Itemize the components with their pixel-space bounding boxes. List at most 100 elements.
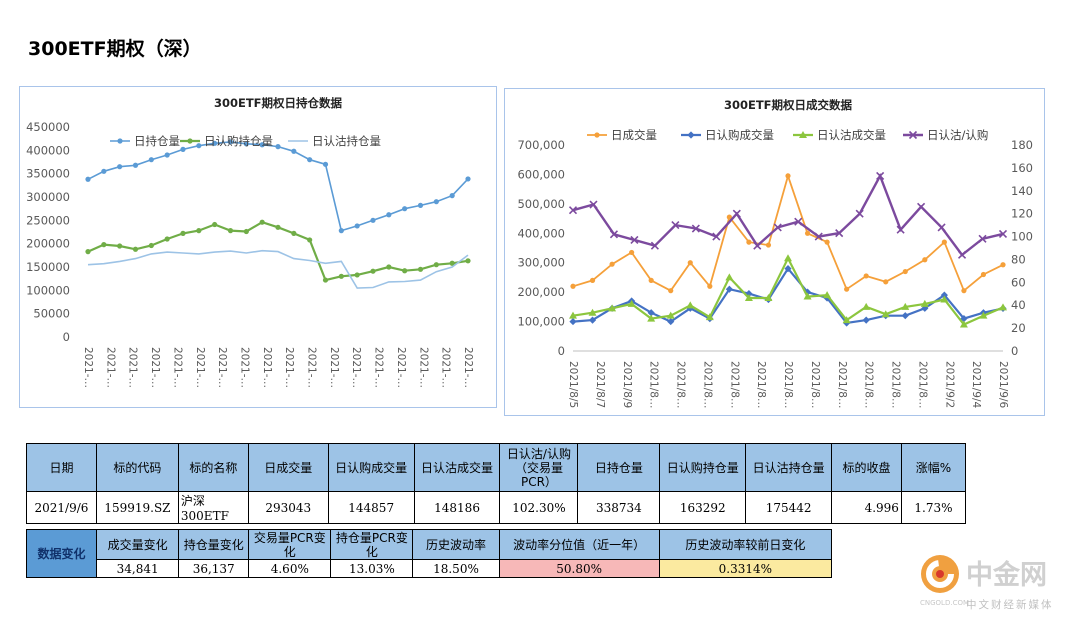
data-point bbox=[608, 304, 617, 312]
data-point bbox=[753, 241, 762, 250]
data-point bbox=[433, 199, 439, 205]
x-tick-label: 2021-… bbox=[395, 347, 407, 388]
y-tick-label: 200000 bbox=[26, 237, 70, 251]
x-tick-label: 2021/8/9 bbox=[621, 361, 633, 408]
data-change-label: 数据变化 bbox=[25, 529, 98, 578]
data-point bbox=[686, 301, 695, 309]
data-point bbox=[180, 146, 186, 152]
data-point bbox=[196, 228, 202, 234]
data-point bbox=[609, 230, 619, 239]
change-data-table: 数据变化 成交量变化 持仓量变化 交易量PCR变化 持仓量PCR变化 历史波动率 波动率分… bbox=[25, 529, 833, 578]
y2-tick-label: 20 bbox=[1011, 321, 1026, 335]
data-point bbox=[227, 139, 234, 145]
data-point bbox=[883, 279, 889, 285]
column-header: 日认购成交量 bbox=[327, 443, 415, 492]
data-point bbox=[275, 144, 281, 150]
data-point bbox=[589, 277, 596, 283]
data-point bbox=[726, 214, 732, 220]
y-tick-label: 600,000 bbox=[517, 167, 565, 181]
x-tick-label: 2021-… bbox=[261, 347, 273, 388]
data-point bbox=[896, 225, 905, 234]
data-point bbox=[132, 246, 139, 252]
data-point bbox=[386, 212, 392, 218]
data-point bbox=[842, 316, 851, 324]
y-tick-label: 200,000 bbox=[517, 285, 565, 299]
data-point bbox=[862, 316, 870, 324]
table-cell: 293043 bbox=[247, 491, 329, 524]
x-tick-label: 2021/8… bbox=[836, 361, 848, 408]
column-header: 标的代码 bbox=[95, 443, 179, 492]
data-point bbox=[785, 173, 791, 179]
data-point bbox=[589, 200, 598, 209]
data-point bbox=[627, 299, 636, 307]
table-cell: 102.30% bbox=[499, 491, 579, 524]
data-point bbox=[1000, 262, 1006, 268]
series-line bbox=[572, 172, 1004, 293]
y2-tick-label: 0 bbox=[1011, 344, 1018, 358]
data-point bbox=[291, 148, 297, 154]
x-tick-label: 2021/8… bbox=[809, 361, 821, 408]
column-header: 波动率分位值（近一年） bbox=[498, 529, 660, 560]
data-point bbox=[196, 143, 202, 149]
y2-tick-label: 140 bbox=[1011, 184, 1033, 198]
data-point bbox=[354, 223, 360, 229]
data-point bbox=[980, 271, 987, 278]
data-point bbox=[844, 286, 850, 292]
data-point bbox=[648, 277, 654, 283]
chart-title: 300ETF期权日成交数据 bbox=[724, 98, 853, 112]
data-point bbox=[212, 221, 218, 228]
data-point bbox=[998, 229, 1008, 238]
data-point bbox=[338, 228, 344, 234]
data-point bbox=[999, 303, 1007, 311]
x-tick-label: 2021/9/2 bbox=[943, 361, 955, 408]
table-header-row: 日期 标的代码 标的名称 日成交量 日认购成交量 日认沽成交量 日认沽/认购（交易量PCR）… bbox=[26, 443, 967, 492]
x-tick-label: 2021-… bbox=[306, 347, 318, 388]
data-point bbox=[569, 317, 577, 326]
data-point bbox=[937, 223, 946, 232]
x-tick-label: 2021-… bbox=[171, 347, 183, 388]
data-point bbox=[668, 288, 674, 294]
legend-label: 日认沽成交量 bbox=[817, 128, 886, 142]
data-point bbox=[773, 223, 782, 232]
y-tick-label: 400,000 bbox=[517, 226, 565, 240]
data-point bbox=[876, 171, 885, 180]
data-point bbox=[243, 141, 249, 147]
legend-marker bbox=[117, 138, 123, 144]
legend-marker bbox=[594, 132, 600, 138]
data-point bbox=[338, 273, 344, 279]
data-point bbox=[630, 235, 639, 245]
y2-tick-label: 100 bbox=[1011, 230, 1033, 244]
data-point bbox=[148, 157, 154, 163]
x-tick-label: 2021-… bbox=[283, 347, 295, 388]
x-tick-label: 2021/9/6 bbox=[997, 361, 1009, 408]
x-tick-label: 2021/8… bbox=[701, 361, 713, 408]
y2-tick-label: 180 bbox=[1011, 138, 1033, 152]
data-point bbox=[227, 228, 234, 234]
data-point bbox=[132, 162, 139, 168]
table-cell: 2021/9/6 bbox=[26, 491, 97, 524]
table-cell: 18.50% bbox=[412, 559, 500, 578]
table-cell: 144857 bbox=[327, 491, 415, 524]
x-tick-label: 2021/8… bbox=[890, 361, 902, 408]
data-point bbox=[804, 230, 811, 236]
legend-label: 日持仓量 bbox=[134, 134, 180, 148]
x-tick-label: 2021-… bbox=[149, 347, 161, 388]
data-point bbox=[322, 161, 329, 167]
data-point bbox=[322, 277, 329, 283]
data-point bbox=[732, 209, 741, 218]
table-cell: 175442 bbox=[745, 491, 833, 524]
data-point bbox=[243, 228, 249, 235]
x-tick-label: 2021-… bbox=[350, 347, 362, 388]
data-point bbox=[823, 291, 832, 299]
legend-marker bbox=[799, 131, 807, 138]
data-point bbox=[433, 262, 439, 268]
data-point bbox=[687, 260, 693, 266]
data-point bbox=[370, 217, 376, 223]
logo-name: 中金网 bbox=[966, 559, 1047, 591]
data-point bbox=[275, 224, 281, 230]
data-point bbox=[978, 234, 987, 243]
column-header: 标的收盘 bbox=[831, 443, 902, 492]
data-point bbox=[291, 230, 297, 236]
data-point bbox=[180, 230, 186, 236]
data-point bbox=[569, 311, 577, 319]
